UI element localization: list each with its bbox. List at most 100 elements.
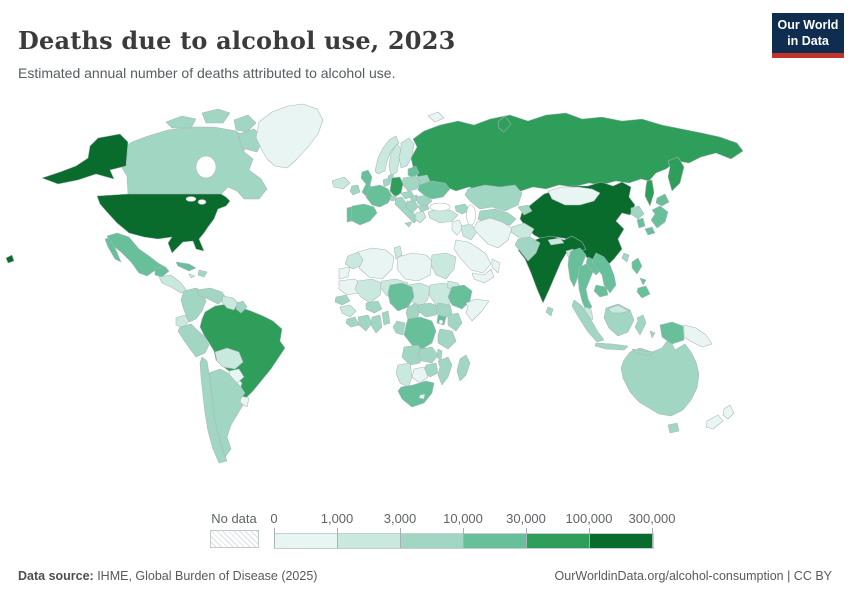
legend-bin-5[interactable] (527, 534, 590, 548)
united-states-region[interactable] (5, 254, 15, 264)
guyana-suriname-region[interactable] (221, 295, 239, 311)
legend-bin-2[interactable] (338, 534, 401, 548)
united-states-region[interactable] (96, 193, 231, 254)
russia-region[interactable] (497, 115, 512, 133)
new-zealand-region[interactable] (705, 414, 724, 430)
sri-lanka-region[interactable] (545, 306, 554, 317)
portugal-region[interactable] (346, 206, 353, 223)
zambia-region[interactable] (417, 346, 439, 364)
japan-region[interactable] (655, 193, 670, 207)
western-sahara-region[interactable] (338, 266, 351, 280)
sierra-leone-region[interactable] (345, 316, 360, 328)
finland-region[interactable] (398, 137, 415, 169)
taiwan-region[interactable] (621, 252, 630, 263)
burkina-faso-region[interactable] (365, 300, 383, 314)
germany-region[interactable] (389, 176, 404, 198)
ivory-coast-region[interactable] (357, 314, 373, 332)
lesotho-region[interactable] (418, 393, 426, 400)
pakistan-region[interactable] (514, 236, 541, 262)
mozambique-region[interactable] (437, 356, 453, 386)
vietnam-region[interactable] (591, 252, 617, 294)
iraq-region[interactable] (460, 223, 478, 241)
greece-region[interactable] (414, 210, 427, 224)
malaysia-borneo-region[interactable] (607, 304, 630, 314)
botswana-region[interactable] (411, 366, 429, 384)
brazil-region[interactable] (199, 303, 286, 400)
guatemala-honduras-region[interactable] (158, 274, 188, 294)
italy-region[interactable] (404, 221, 413, 228)
mexico-region[interactable] (104, 237, 122, 263)
indonesia-region[interactable] (571, 299, 605, 343)
poland-region[interactable] (401, 175, 421, 192)
namibia-region[interactable] (395, 362, 413, 388)
greenland-region[interactable] (255, 103, 324, 169)
central-african-republic-region[interactable] (417, 302, 441, 318)
canada-region[interactable] (165, 115, 197, 129)
jamaica-region[interactable] (188, 273, 196, 279)
mexico-region[interactable] (154, 265, 170, 278)
myanmar-region[interactable] (567, 247, 587, 288)
philippines-region[interactable] (636, 285, 651, 299)
peru-region[interactable] (177, 323, 210, 358)
ireland-region[interactable] (349, 184, 361, 196)
philippines-region[interactable] (639, 277, 647, 286)
guinea-region[interactable] (339, 304, 357, 318)
cuba-region[interactable] (175, 261, 197, 272)
yemen-region[interactable] (471, 268, 495, 284)
svalbard-region[interactable] (427, 111, 445, 123)
canada-region[interactable] (201, 108, 231, 124)
south-africa-region[interactable] (397, 380, 435, 408)
kazakhstan-region[interactable] (464, 184, 523, 212)
tanzania-region[interactable] (437, 328, 457, 350)
papua-new-guinea-region[interactable] (683, 324, 713, 348)
canada-region[interactable] (233, 114, 257, 133)
australia-region[interactable] (667, 422, 680, 434)
libya-region[interactable] (396, 252, 433, 282)
north-korea-region[interactable] (630, 205, 645, 220)
indonesia-region[interactable] (634, 314, 647, 336)
sweden-region[interactable] (388, 143, 402, 177)
france-region[interactable] (365, 184, 393, 208)
russia-region[interactable] (644, 179, 655, 207)
owid-logo[interactable]: Our World in Data (772, 13, 844, 59)
indonesia-region[interactable] (594, 342, 629, 351)
indonesia-region[interactable] (649, 330, 656, 339)
bolivia-region[interactable] (214, 347, 244, 370)
iran-region[interactable] (473, 217, 513, 249)
balkans-region[interactable] (405, 200, 419, 214)
saudi-arabia-region[interactable] (453, 239, 492, 274)
japan-region[interactable] (644, 226, 656, 236)
russia-region[interactable] (410, 112, 744, 194)
dr-congo-region[interactable] (403, 316, 437, 350)
mali-region[interactable] (354, 278, 383, 304)
baltics-region[interactable] (407, 165, 420, 179)
hispaniola-region[interactable] (197, 269, 208, 278)
togo-benin-region[interactable] (381, 310, 391, 326)
benelux-region[interactable] (382, 177, 391, 188)
venezuela-region[interactable] (196, 287, 227, 305)
levant-region[interactable] (451, 219, 464, 236)
italy-region[interactable] (394, 196, 419, 224)
indonesia-region[interactable] (631, 348, 655, 357)
owid-link[interactable]: OurWorldinData.org/alcohol-consumption |… (554, 569, 832, 583)
china-region[interactable] (519, 181, 636, 272)
no-data-swatch[interactable] (210, 530, 259, 548)
ukraine-region[interactable] (417, 180, 451, 200)
nepal-region[interactable] (547, 237, 565, 246)
new-zealand-region[interactable] (722, 404, 735, 420)
ghana-region[interactable] (370, 314, 383, 334)
legend-bin-3[interactable] (401, 534, 464, 548)
french-guiana-region[interactable] (235, 300, 248, 314)
norway-region[interactable] (374, 135, 400, 175)
legend-bin-6[interactable] (590, 534, 653, 548)
madagascar-region[interactable] (456, 354, 471, 382)
chile-region[interactable] (199, 356, 228, 464)
japan-region[interactable] (650, 205, 669, 229)
somalia-region[interactable] (465, 298, 490, 322)
angola-region[interactable] (401, 344, 425, 366)
iceland-region[interactable] (331, 176, 351, 190)
indonesia-papua-region[interactable] (659, 321, 685, 345)
legend-bin-1[interactable] (275, 534, 338, 548)
kenya-region[interactable] (447, 312, 463, 332)
senegal-region[interactable] (334, 294, 351, 306)
